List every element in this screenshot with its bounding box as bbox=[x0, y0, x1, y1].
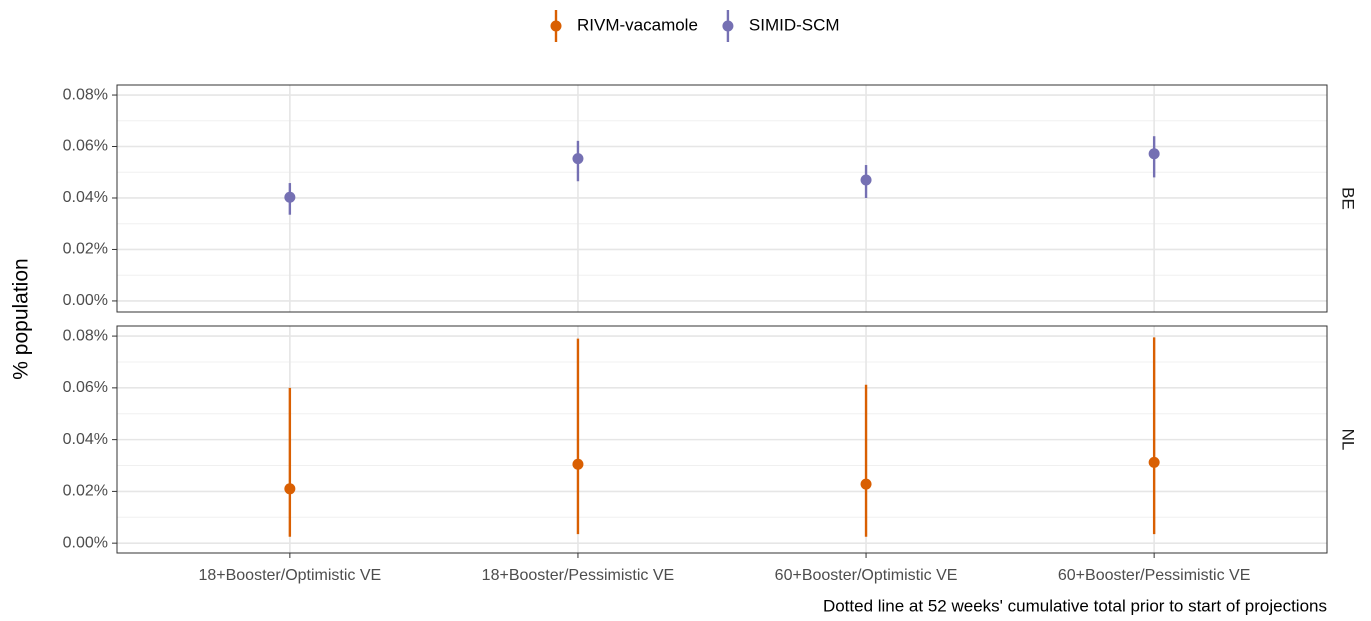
point bbox=[1148, 148, 1160, 160]
y-tick-label: 0.04% bbox=[63, 189, 108, 206]
y-tick-label: 0.02% bbox=[63, 483, 108, 500]
x-tick-label: 18+Booster/Pessimistic VE bbox=[482, 567, 675, 584]
y-tick-label: 0.04% bbox=[63, 431, 108, 448]
point bbox=[284, 191, 296, 203]
point bbox=[1148, 456, 1160, 468]
x-tick-label: 60+Booster/Pessimistic VE bbox=[1058, 567, 1251, 584]
point bbox=[860, 174, 872, 186]
x-tick-label: 18+Booster/Optimistic VE bbox=[198, 567, 381, 584]
panel-border bbox=[116, 325, 1328, 554]
strip-label: NL bbox=[1339, 429, 1358, 451]
panel-border bbox=[116, 84, 1328, 313]
x-tick-label: 60+Booster/Optimistic VE bbox=[775, 567, 958, 584]
y-tick-label: 0.08% bbox=[63, 327, 108, 344]
legend-label: RIVM-vacamole bbox=[577, 15, 698, 34]
y-tick-label: 0.06% bbox=[63, 138, 108, 155]
point bbox=[860, 478, 872, 490]
y-axis-title: % population bbox=[10, 258, 33, 379]
point bbox=[572, 458, 584, 470]
point bbox=[572, 153, 584, 165]
y-tick-label: 0.06% bbox=[63, 379, 108, 396]
y-tick-label: 0.02% bbox=[63, 241, 108, 258]
strip-label: BE bbox=[1339, 187, 1358, 210]
legend-label: SIMID-SCM bbox=[749, 15, 840, 34]
y-tick-label: 0.00% bbox=[63, 292, 108, 309]
y-tick-label: 0.00% bbox=[63, 534, 108, 551]
point bbox=[284, 483, 296, 495]
legend-key-point bbox=[722, 20, 734, 32]
legend-key-point bbox=[550, 20, 562, 32]
caption: Dotted line at 52 weeks' cumulative tota… bbox=[823, 596, 1327, 615]
y-tick-label: 0.08% bbox=[63, 86, 108, 103]
